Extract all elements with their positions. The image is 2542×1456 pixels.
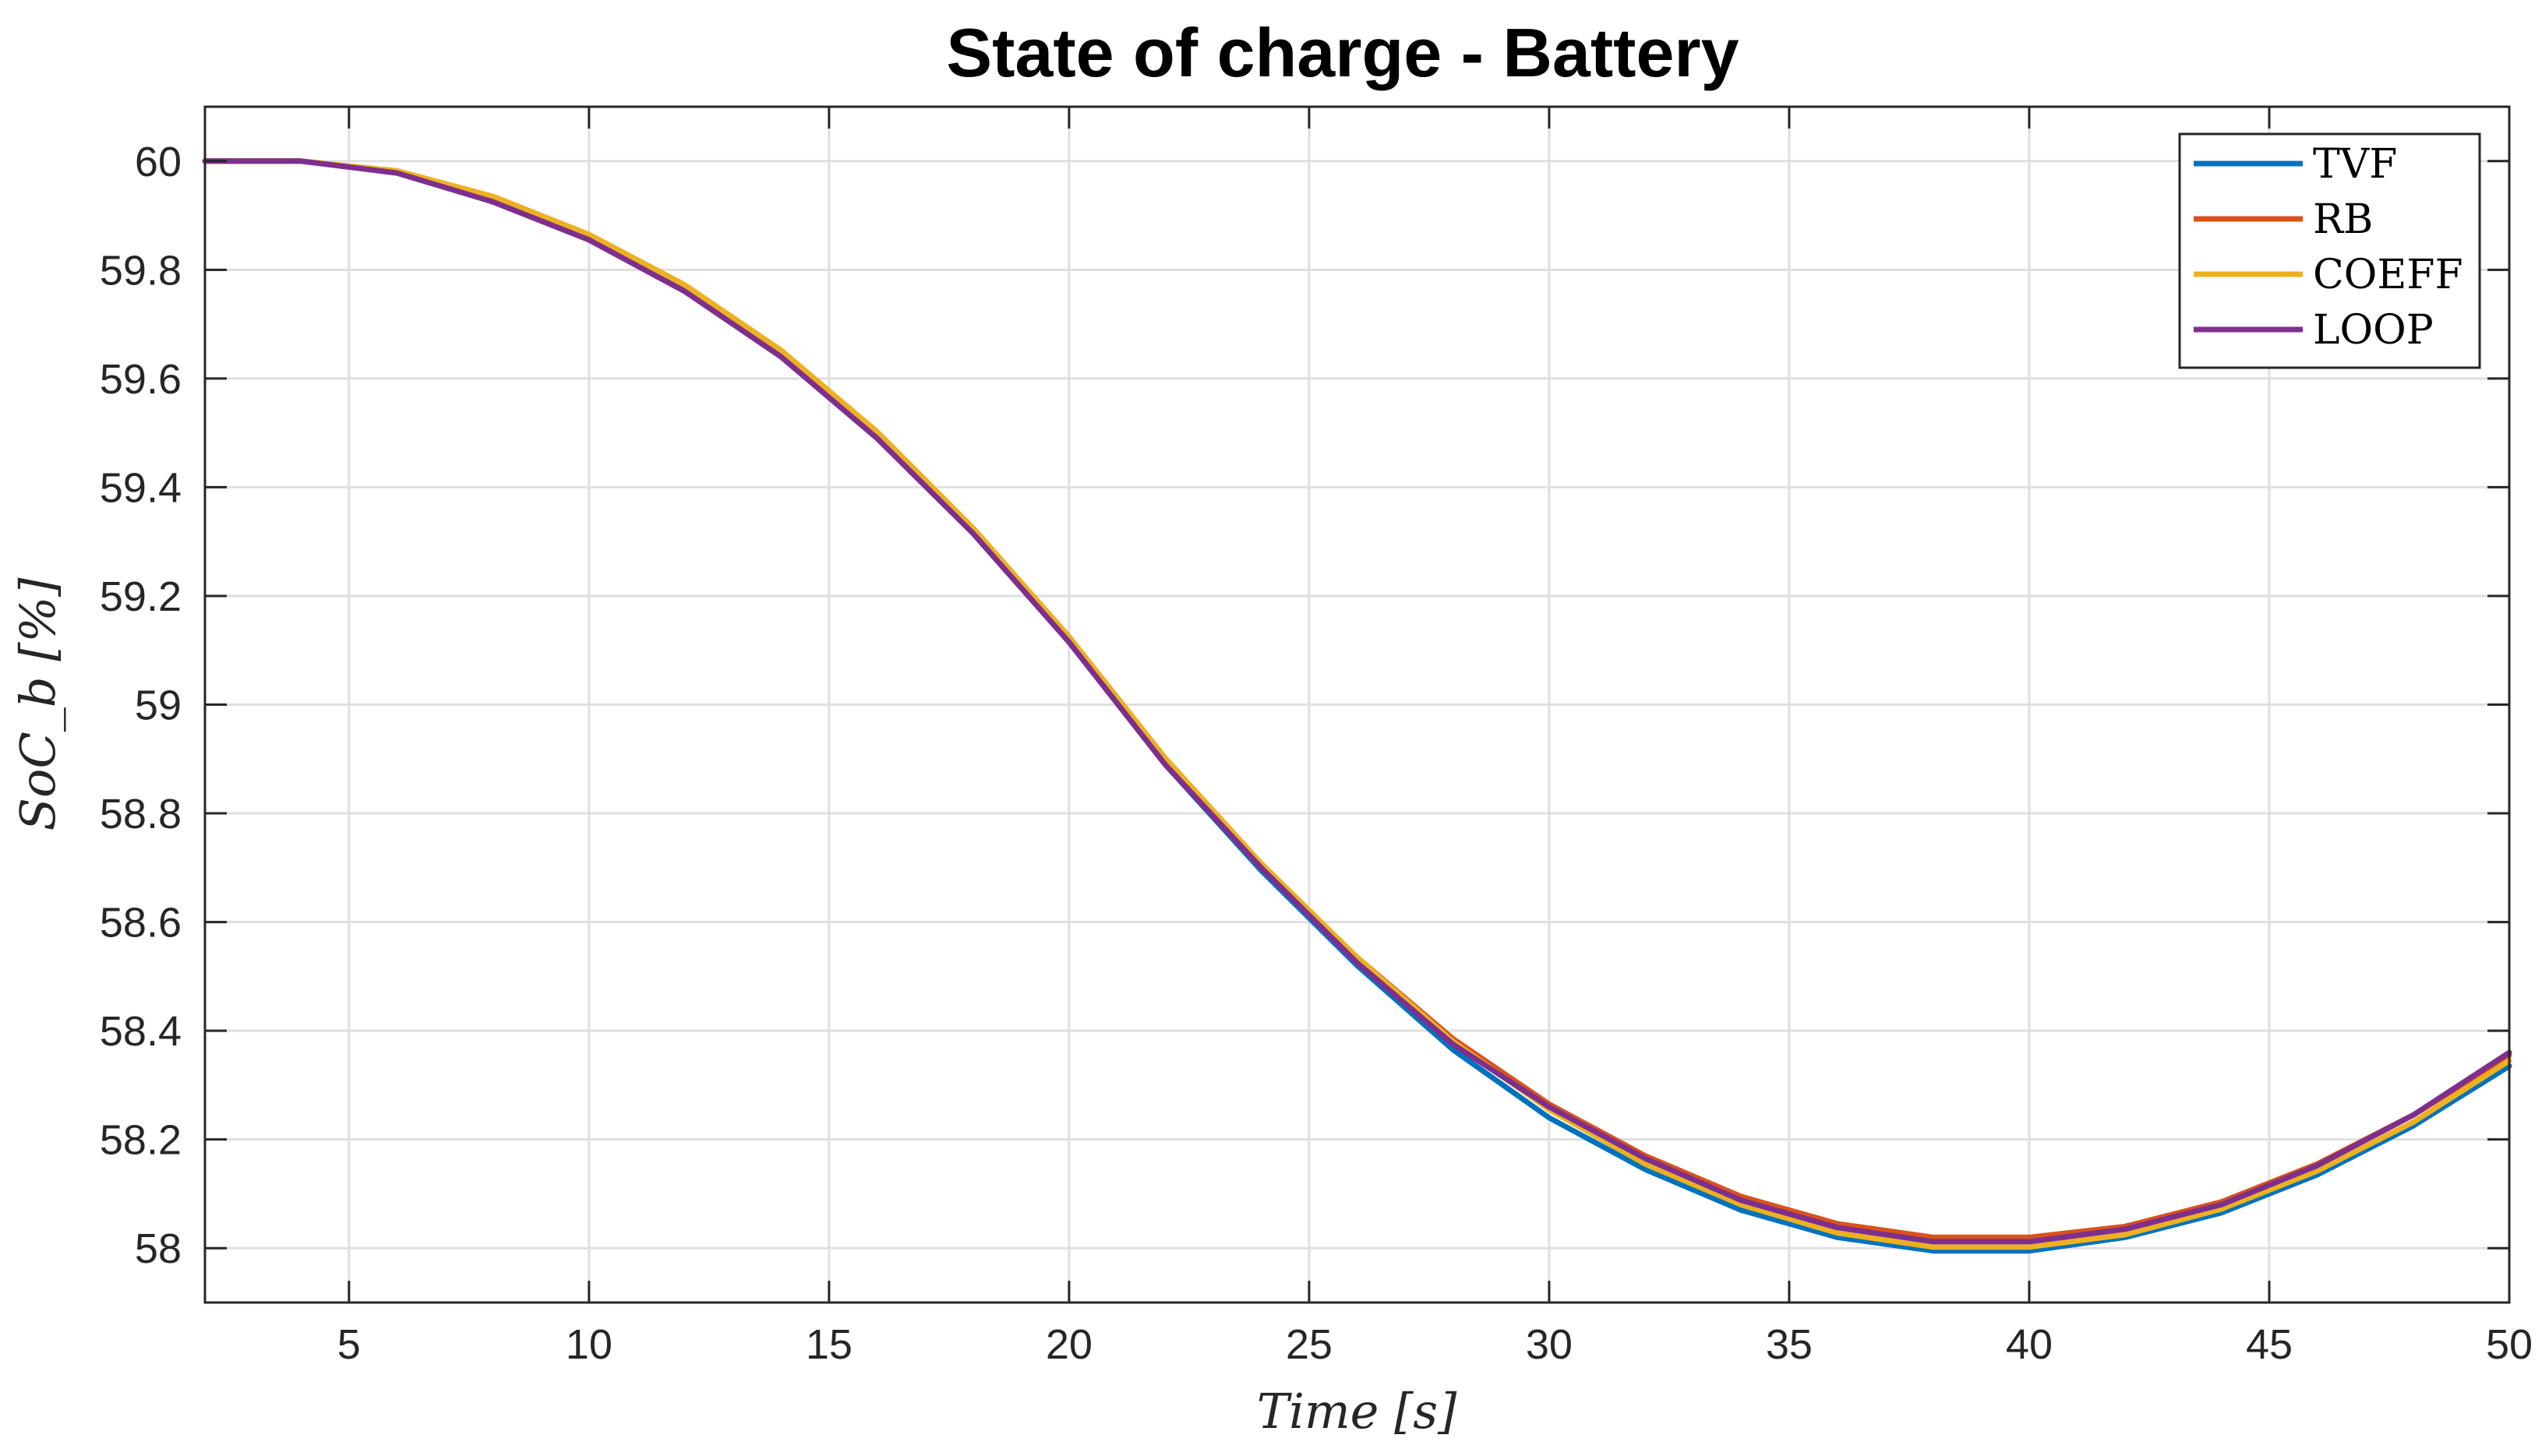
x-tick-label: 5 xyxy=(337,1321,361,1368)
legend-label-rb: RB xyxy=(2313,196,2373,243)
y-tick-label: 59 xyxy=(135,682,182,729)
x-tick-label: 10 xyxy=(566,1321,613,1368)
x-tick-label: 45 xyxy=(2246,1321,2293,1368)
y-tick-label: 58.2 xyxy=(100,1117,182,1164)
axis-ticks: 5 10 15 20 25 30 35 40 45 50 58 58.2 58.4 58.6 58.8 59 5… xyxy=(100,107,2533,1368)
series-lines xyxy=(202,158,2512,1254)
y-axis-label: SoC_b [%] xyxy=(9,577,66,831)
y-tick-label: 58.8 xyxy=(100,791,182,837)
y-tick-label: 59.6 xyxy=(100,356,182,403)
legend: TVF RB COEFF LOOP xyxy=(2178,132,2481,369)
y-tick-label: 60 xyxy=(135,139,182,185)
y-tick-label: 58.4 xyxy=(100,1008,182,1055)
x-tick-label: 50 xyxy=(2486,1321,2533,1368)
series-line-coeff xyxy=(202,158,2512,1250)
series-line-rb xyxy=(202,158,2512,1240)
series-line-loop xyxy=(202,158,2512,1245)
legend-label-loop: LOOP xyxy=(2313,307,2434,354)
x-tick-label: 35 xyxy=(1766,1321,1813,1368)
x-tick-label: 20 xyxy=(1046,1321,1093,1368)
legend-label-tvf: TVF xyxy=(2313,141,2397,188)
x-tick-label: 25 xyxy=(1286,1321,1333,1368)
y-tick-label: 59.8 xyxy=(100,247,182,294)
series-line-tvf xyxy=(202,158,2512,1254)
chart-title: State of charge - Battery xyxy=(946,14,1739,91)
x-axis-label: Time [s] xyxy=(1257,1383,1457,1440)
x-tick-label: 30 xyxy=(1526,1321,1573,1368)
y-tick-label: 58.6 xyxy=(100,900,182,947)
y-tick-label: 59.2 xyxy=(100,573,182,620)
grid-lines xyxy=(205,107,2511,1303)
y-tick-label: 59.4 xyxy=(100,464,182,511)
x-tick-label: 40 xyxy=(2006,1321,2053,1368)
legend-label-coeff: COEFF xyxy=(2313,252,2463,298)
x-tick-label: 15 xyxy=(806,1321,853,1368)
y-tick-label: 58 xyxy=(135,1225,182,1272)
